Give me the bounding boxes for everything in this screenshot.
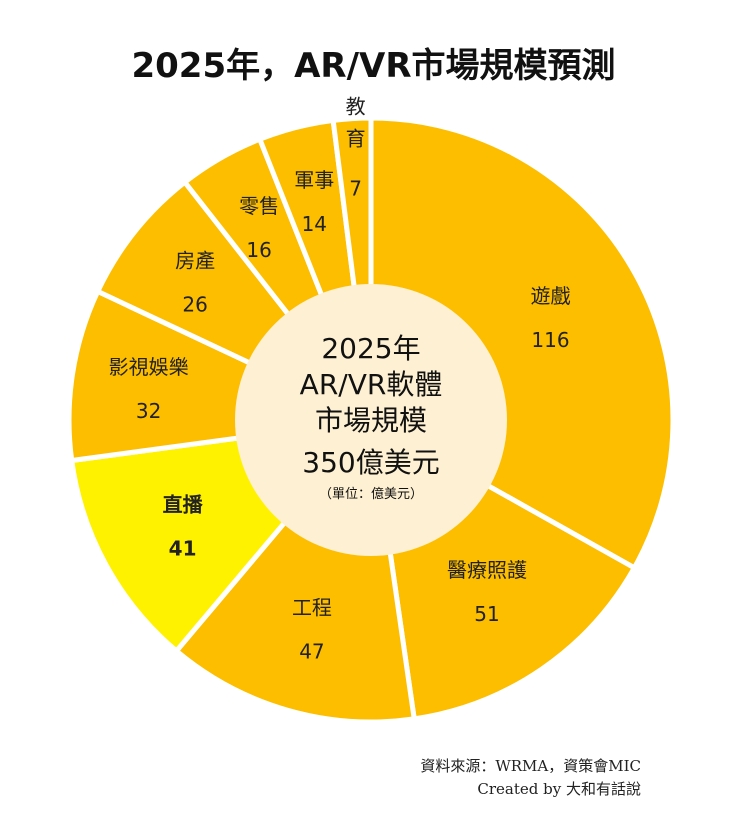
slice-label: 遊戲: [531, 284, 571, 308]
slice-value: 16: [246, 238, 271, 262]
slice-value: 51: [474, 602, 499, 626]
slice-label: 零售: [239, 194, 279, 218]
slice-label: 房產: [175, 249, 215, 273]
slice-label: 醫療照護: [447, 558, 527, 582]
chart-title: 2025年，AR/VR市場規模預測: [131, 46, 616, 86]
donut-center: [235, 284, 507, 556]
center-text: 2025年: [321, 332, 420, 365]
slice-label: 影視娛樂: [109, 355, 189, 379]
center-text: 市場規模: [315, 404, 427, 437]
slice-label: 育: [346, 126, 366, 150]
slice-label: 直播: [163, 493, 204, 517]
center-text: 350億美元: [302, 446, 439, 479]
slice-label: 教: [346, 94, 366, 118]
slice-value: 7: [349, 176, 362, 200]
center-text: AR/VR軟體: [300, 368, 443, 401]
credit-note: Created by 大和有話說: [477, 780, 641, 798]
center-unit: （單位：億美元）: [319, 486, 423, 502]
slice-label: 工程: [292, 596, 332, 620]
slice-value: 32: [136, 399, 161, 423]
slice-value: 47: [299, 640, 324, 664]
slice-label: 軍事: [294, 168, 334, 192]
slice-value: 41: [169, 537, 197, 561]
slice-value: 26: [182, 293, 207, 317]
slice-value: 116: [531, 328, 569, 352]
slice-value: 14: [302, 212, 327, 236]
source-note: 資料來源：WRMA，資策會MIC: [420, 757, 641, 775]
